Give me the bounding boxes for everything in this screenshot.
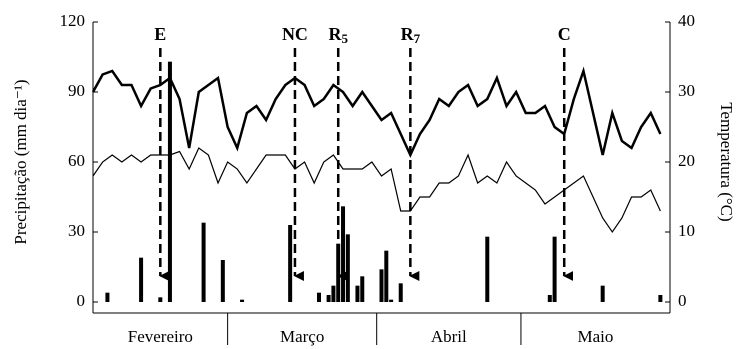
precipitation-bar <box>220 260 225 302</box>
annotation-text: R <box>328 24 342 44</box>
annotation-label: R7 <box>401 24 421 46</box>
precipitation-bar <box>201 222 206 302</box>
y-tick-label: 120 <box>60 11 86 30</box>
month-label: Abril <box>431 327 467 346</box>
month-label: Fevereiro <box>128 327 193 346</box>
precipitation-bar <box>316 292 321 302</box>
precipitation-bar <box>485 236 490 302</box>
y2-tick-label: 10 <box>678 221 695 240</box>
precipitation-bar <box>552 236 557 302</box>
precipitation-bar <box>139 257 144 302</box>
annotation-text: E <box>154 24 166 44</box>
annotation-text: R <box>401 24 415 44</box>
annotation-text: NC <box>282 24 308 44</box>
y2-axis-label: Temperatura (°C) <box>717 102 736 221</box>
annotation-label: C <box>558 24 571 44</box>
month-label: Março <box>280 327 324 346</box>
annotation-subscript: 5 <box>341 31 348 46</box>
precipitation-bar <box>240 299 245 302</box>
precipitation-bar <box>341 206 346 302</box>
precipitation-bar <box>105 292 110 302</box>
precipitation-bar <box>355 285 360 302</box>
precipitation-bar <box>345 234 350 302</box>
y-tick-label: 30 <box>68 221 85 240</box>
precipitation-bar <box>658 295 663 302</box>
y-tick-label: 0 <box>77 291 86 310</box>
y-tick-label: 90 <box>68 81 85 100</box>
precipitation-bar <box>360 276 365 302</box>
month-label: Maio <box>578 327 614 346</box>
precipitation-bar <box>547 295 552 302</box>
annotation-label: R5 <box>328 24 348 46</box>
precipitation-bar <box>288 225 293 302</box>
temperature-line <box>92 147 661 234</box>
y2-tick-label: 30 <box>678 81 695 100</box>
y2-tick-label: 0 <box>678 291 687 310</box>
precipitation-bar <box>389 299 394 302</box>
annotation-subscript: 7 <box>414 31 421 46</box>
temperature-line <box>91 66 662 159</box>
annotation-label: E <box>154 24 166 44</box>
precipitation-bar <box>331 285 336 302</box>
precipitation-bar <box>398 283 403 302</box>
y2-tick-label: 20 <box>678 151 695 170</box>
annotation-label: NC <box>282 24 308 44</box>
precipitation-bar <box>600 285 605 302</box>
y2-tick-label: 40 <box>678 11 695 30</box>
y-tick-label: 60 <box>68 151 85 170</box>
precipitation-bar <box>158 297 163 302</box>
precipitation-bar <box>326 295 331 302</box>
y-axis-label: Precipitação (mm dia⁻¹) <box>11 79 30 244</box>
annotation-text: C <box>558 24 571 44</box>
precipitation-bar <box>379 269 384 302</box>
precipitation-bar <box>384 250 389 302</box>
precipitation-bar <box>167 61 172 302</box>
